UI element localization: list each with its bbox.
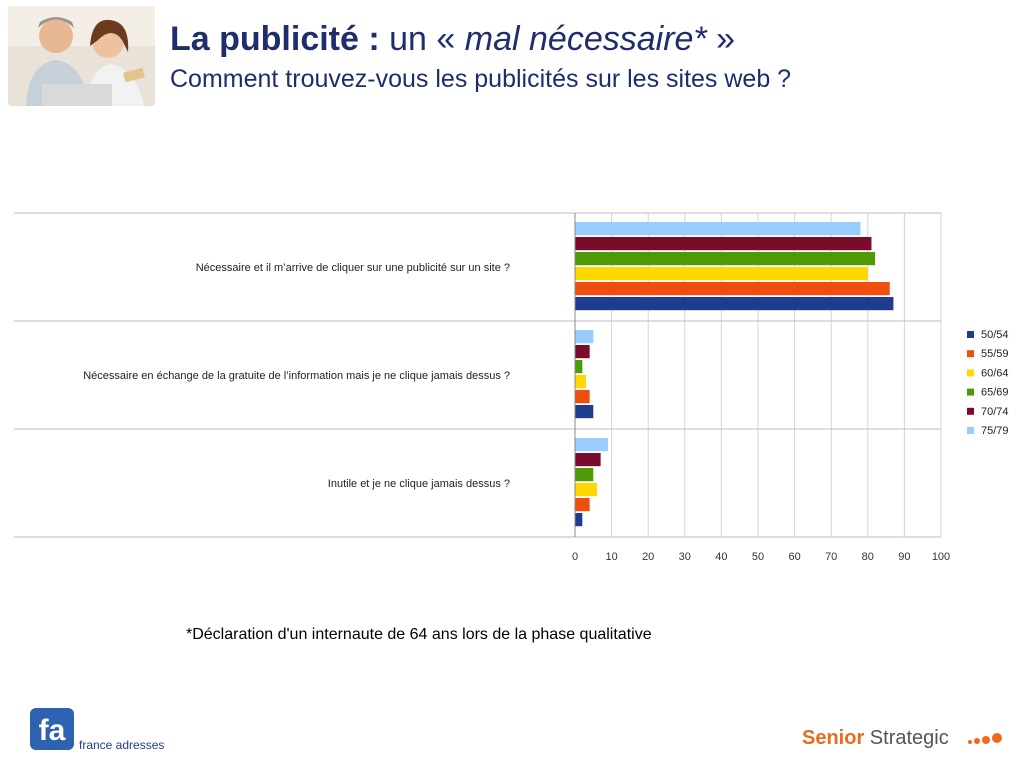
x-tick-label: 80 — [862, 551, 874, 563]
france-adresses-logo-icon: fa — [30, 708, 74, 750]
brand-rest: Strategic — [864, 727, 949, 749]
category-label: Inutile et je ne clique jamais dessus ? — [328, 478, 510, 490]
bar — [575, 297, 894, 311]
x-tick-label: 10 — [605, 551, 617, 563]
legend-label: 55/59 — [981, 348, 1009, 360]
title-un: un « — [379, 20, 465, 58]
bar — [575, 330, 594, 344]
title-end: » — [706, 20, 736, 58]
legend-swatch — [967, 407, 974, 415]
x-tick-label: 0 — [572, 551, 578, 563]
footnote: *Déclaration d'un internaute de 64 ans l… — [186, 626, 652, 643]
bar — [575, 252, 876, 266]
bar — [575, 513, 583, 527]
bar — [575, 498, 590, 512]
bar — [575, 282, 890, 296]
bar — [575, 345, 590, 359]
category-label: Nécessaire en échange de la gratuite de … — [83, 370, 510, 382]
x-tick-label: 30 — [679, 551, 691, 563]
title-italic: mal nécessaire* — [464, 20, 707, 58]
bar — [575, 237, 872, 251]
bar — [575, 222, 861, 236]
legend-swatch — [967, 388, 974, 396]
legend-label: 60/64 — [981, 367, 1009, 379]
page-subtitle: Comment trouvez-vous les publicités sur … — [170, 65, 792, 93]
brand-name: Senior Strategic — [802, 727, 949, 750]
legend-swatch — [967, 427, 974, 434]
bar-chart: 0 10 20 30 40 50 60 70 80 90 100 Nécessaire et il m… — [14, 212, 1009, 563]
bar — [575, 468, 594, 482]
legend-swatch — [967, 331, 974, 338]
bar — [575, 267, 868, 281]
bar — [575, 390, 590, 404]
x-tick-label: 60 — [788, 551, 800, 563]
x-tick-label: 50 — [752, 551, 764, 563]
bar — [575, 483, 597, 497]
legend-label: 65/69 — [981, 387, 1009, 399]
svg-text:fa: fa — [39, 714, 66, 747]
x-tick-label: 40 — [715, 551, 727, 563]
title-bold: La publicité : — [170, 20, 380, 58]
legend-swatch — [967, 369, 974, 377]
legend-swatch — [967, 350, 974, 358]
x-tick-label: 90 — [898, 551, 910, 563]
x-tick-label: 70 — [825, 551, 837, 563]
bar — [575, 375, 586, 389]
bar — [575, 438, 608, 452]
brand-dots-icon — [968, 733, 1002, 744]
category-label: Nécessaire et il m’arrive de cliquer sur… — [196, 262, 510, 274]
header-photo — [8, 6, 155, 106]
bar — [575, 405, 594, 419]
bar — [575, 453, 601, 467]
brand-bold: Senior — [802, 727, 865, 749]
page-title: La publicité : un « mal nécessaire* » — [170, 20, 735, 58]
legend-label: 50/54 — [981, 329, 1009, 341]
x-tick-label: 100 — [932, 551, 950, 563]
x-tick-label: 20 — [642, 551, 654, 563]
bar — [575, 360, 583, 374]
logo-text: france adresses — [79, 738, 165, 752]
legend-label: 70/74 — [981, 406, 1009, 418]
legend-label: 75/79 — [981, 425, 1009, 437]
